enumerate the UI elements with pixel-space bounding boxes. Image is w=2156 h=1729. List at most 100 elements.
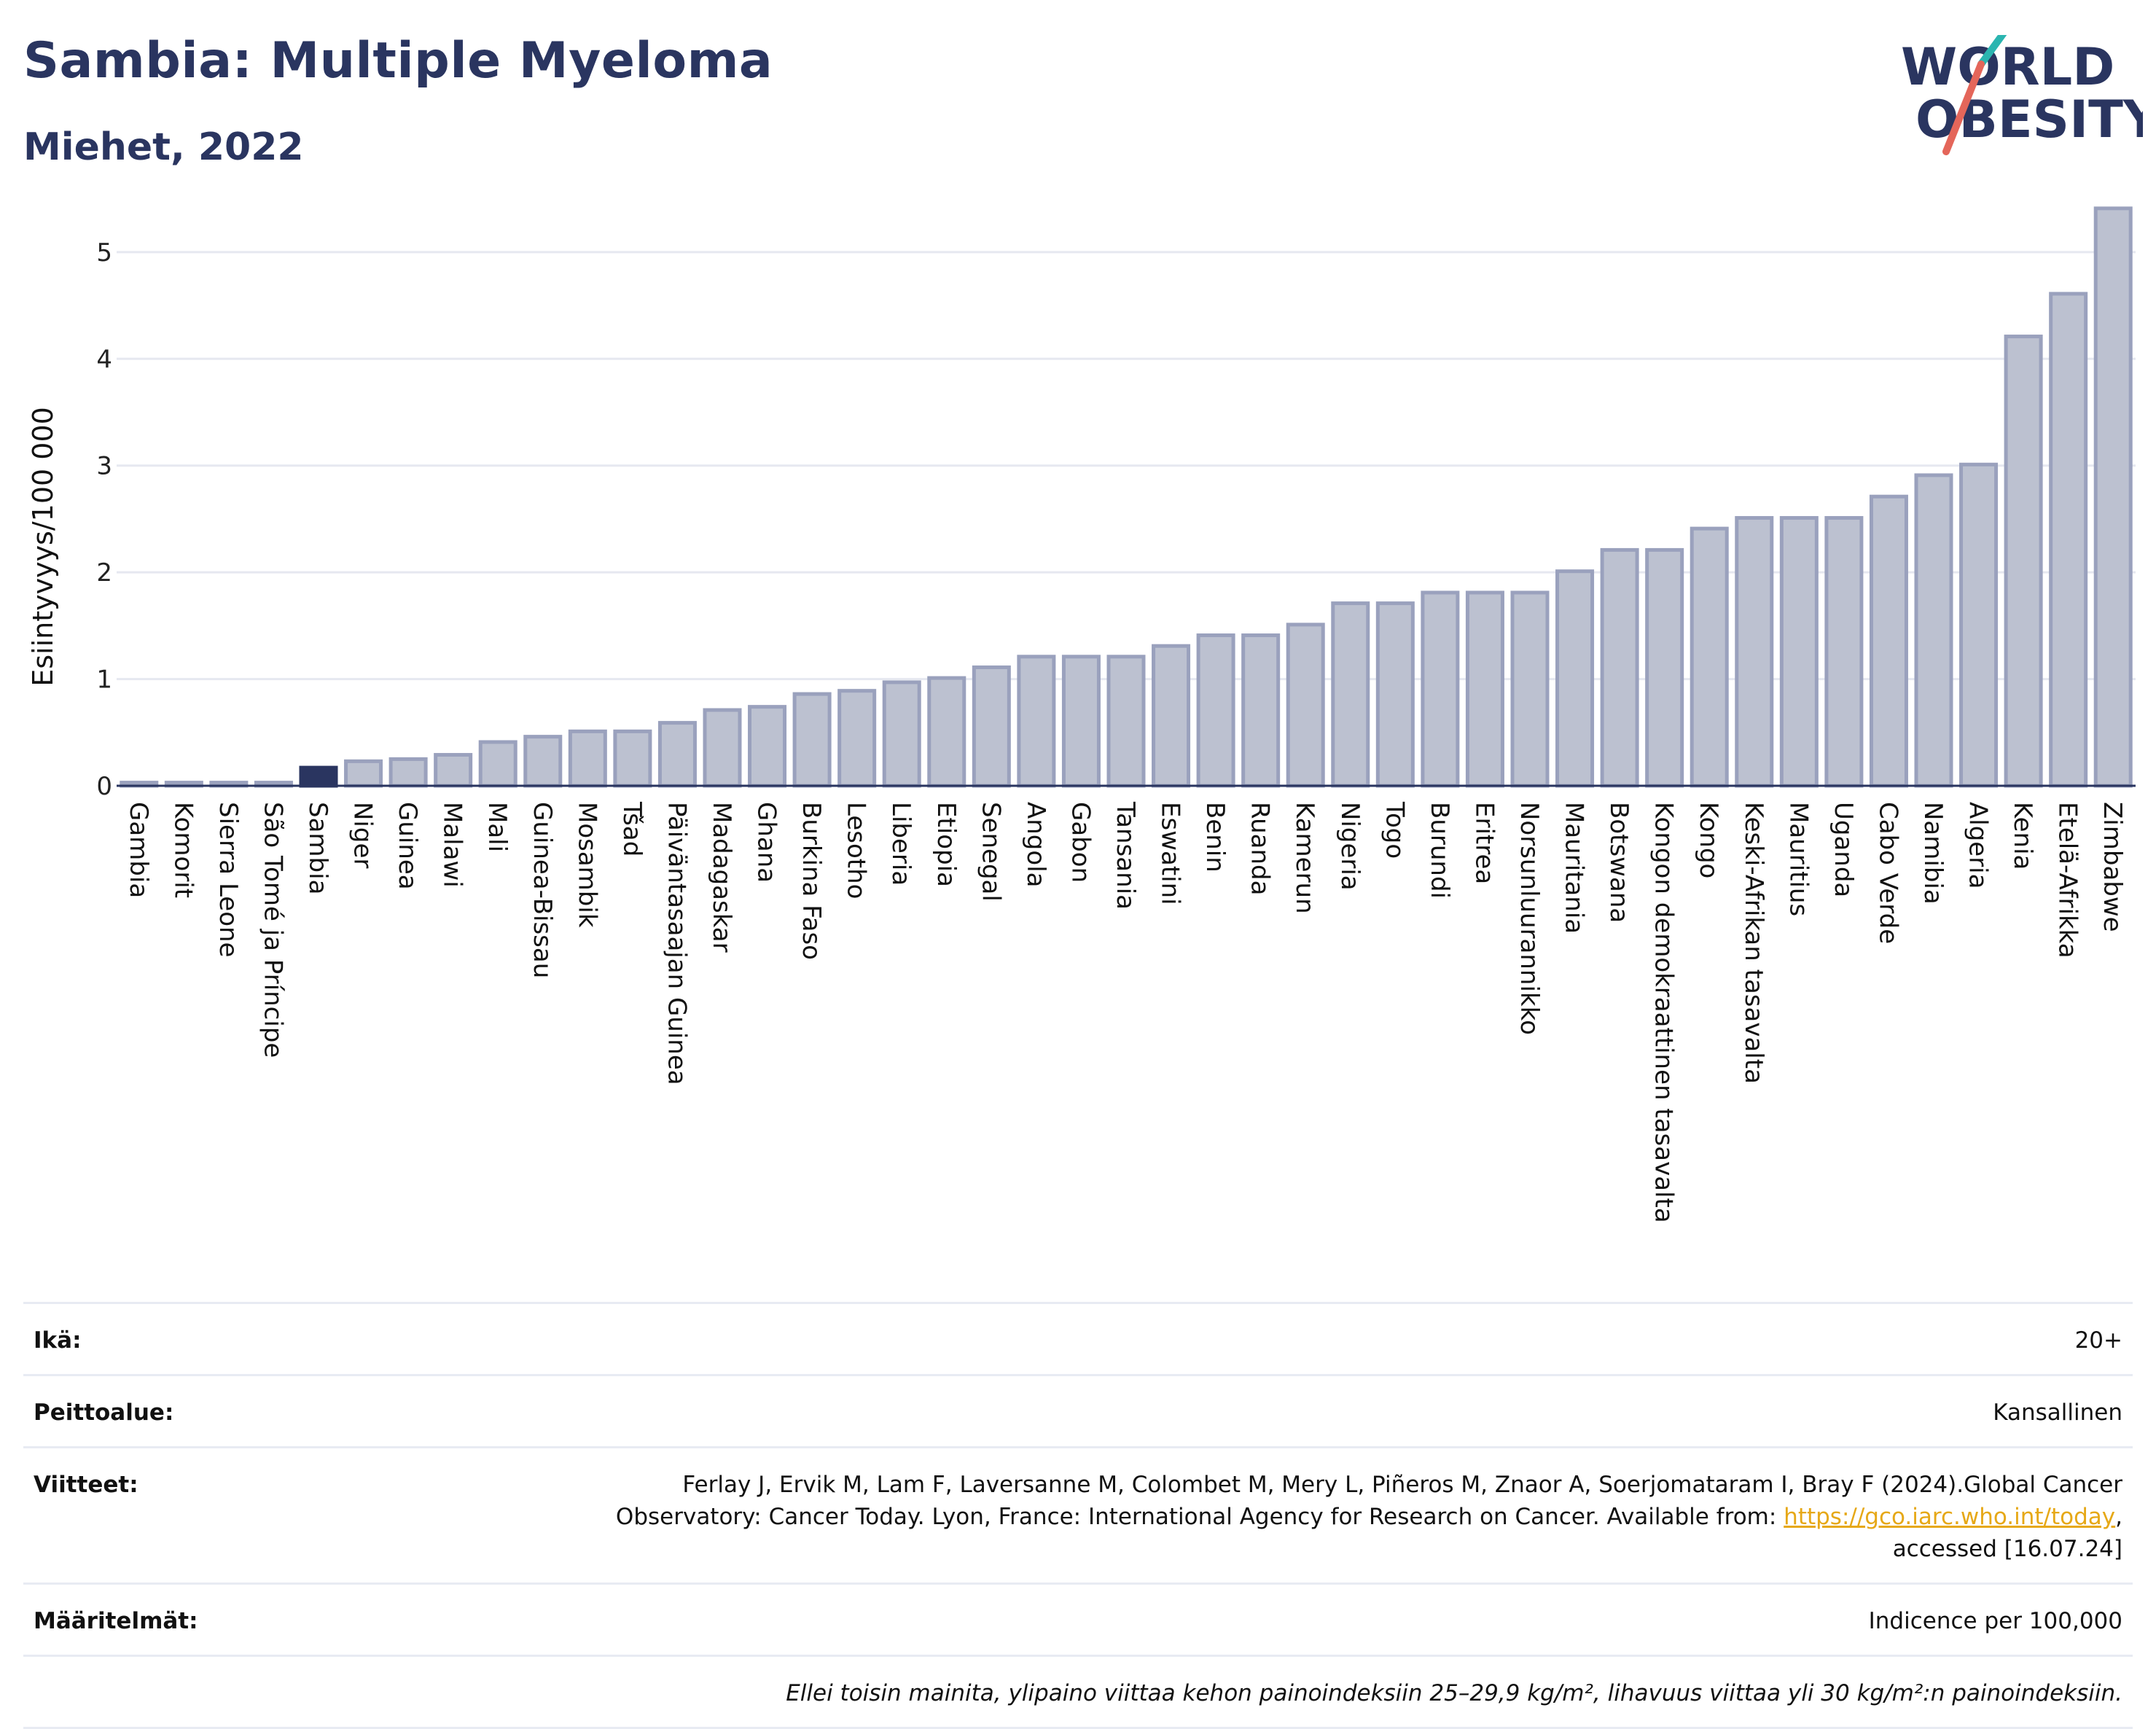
references-value: Ferlay J, Ervik M, Lam F, Laversanne M, … <box>616 1469 2122 1565</box>
x-tick-label: Ruanda <box>1246 802 1275 895</box>
references-line-2-prefix: Observatory: Cancer Today. Lyon, France:… <box>615 1504 1784 1530</box>
chart-title: Sambia: Multiple Myeloma <box>23 32 773 90</box>
bar-eritrea <box>1465 590 1504 788</box>
x-tick-label: Tšad <box>617 801 647 856</box>
bar-norsunluurannikko <box>1510 590 1550 788</box>
bar-zimbabwe <box>2093 206 2133 788</box>
bar-nigeria <box>1331 601 1370 788</box>
y-tick-label: 1 <box>96 666 112 695</box>
x-tick-label: Etelä-Afrikka <box>2053 802 2082 959</box>
bar-liberia <box>882 680 921 788</box>
x-tick-label: Gambia <box>124 802 153 898</box>
x-tick-label: Lesotho <box>842 802 871 899</box>
x-tick-label: Namibia <box>1918 802 1948 905</box>
x-tick-label: Uganda <box>1829 802 1858 897</box>
bar-sambia <box>299 765 338 788</box>
bar-burundi <box>1421 590 1460 788</box>
bar-chart: 0 1 2 3 4 5 Gambia Komorit Sierra Leone São Tomé… <box>27 206 2136 1223</box>
age-value: 20+ <box>2074 1327 2122 1354</box>
chart-subtitle: Miehet, 2022 <box>23 125 304 169</box>
bar-p-iv-ntasaajan-guinea <box>657 721 697 788</box>
age-label: Ikä: <box>34 1327 82 1354</box>
bar-togo <box>1375 601 1415 788</box>
x-tick-label: Kongo <box>1694 802 1723 878</box>
x-tick-label: Senegal <box>976 802 1005 902</box>
bar-keski-afrikan-tasavalta <box>1735 515 1774 788</box>
bar-uganda <box>1824 515 1864 788</box>
references-line-3: accessed [16.07.24] <box>1892 1536 2122 1562</box>
bar-ghana <box>748 705 787 788</box>
x-tick-label: Ghana <box>752 802 781 883</box>
info-row-definitions: Määritelmät: Indicence per 100,000 <box>23 1582 2133 1655</box>
x-tick-label: Mauritania <box>1560 802 1589 934</box>
bar-benin <box>1196 633 1235 788</box>
bar-mauritania <box>1555 569 1595 788</box>
logo-slash-bottom <box>1942 61 1985 155</box>
x-tick-label: Gabon <box>1066 802 1095 883</box>
x-tick-label: Liberia <box>886 802 915 886</box>
info-row-age: Ikä: 20+ <box>23 1302 2133 1374</box>
bar-etiopia <box>927 676 966 788</box>
coverage-value: Kansallinen <box>1993 1400 2122 1426</box>
x-tick-label: Mali <box>483 802 512 852</box>
bar-mosambik <box>568 729 607 788</box>
coverage-label: Peittoalue: <box>34 1400 174 1426</box>
x-tick-label: Norsunluurannikko <box>1515 802 1544 1035</box>
x-tick-label: Kenia <box>2008 802 2037 870</box>
definitions-value: Indicence per 100,000 <box>1868 1608 2122 1634</box>
x-tick-label: São Tomé ja Príncipe <box>258 802 287 1058</box>
x-tick-label: Etiopia <box>931 802 961 887</box>
y-tick-label: 0 <box>96 772 112 801</box>
references-label: Viitteet: <box>34 1472 138 1498</box>
x-tick-label: Päiväntasaajan Guinea <box>662 802 691 1085</box>
bar-botswana <box>1600 547 1639 788</box>
x-tick-label: Benin <box>1200 802 1230 873</box>
x-tick-label: Guinea-Bissau <box>528 802 557 978</box>
x-tick-label: Eswatini <box>1156 802 1185 905</box>
footnote: Ellei toisin mainita, ylipaino viittaa k… <box>786 1680 2122 1706</box>
bar-gabon <box>1061 655 1101 788</box>
x-tick-label: Keski-Afrikan tasavalta <box>1739 802 1768 1084</box>
x-tick-label: Nigeria <box>1335 802 1364 891</box>
y-tick-label: 2 <box>96 558 112 588</box>
references-line-2-suffix: , <box>2115 1504 2122 1530</box>
logo-slash-top <box>1977 35 2007 68</box>
x-tick-label: Niger <box>348 802 378 868</box>
info-row-references: Viitteet: Ferlay J, Ervik M, Lam F, Lave… <box>23 1446 2133 1582</box>
bar-guinea <box>388 757 428 788</box>
bar-niger <box>344 759 383 788</box>
bar-angola <box>1017 655 1056 788</box>
x-tick-label: Sierra Leone <box>214 802 243 957</box>
definitions-label: Määritelmät: <box>34 1608 198 1634</box>
x-tick-label: Angola <box>1021 802 1050 887</box>
bar-kamerun <box>1286 622 1325 788</box>
bar-guinea-bissau <box>523 735 563 788</box>
bar-kongon-demokraattinen-tasavalta <box>1645 547 1684 788</box>
bar-algeria <box>1959 462 1999 788</box>
bar-burkina-faso <box>792 692 832 788</box>
bar-etel-afrikka <box>2049 292 2088 788</box>
x-tick-label: Eritrea <box>1469 802 1499 884</box>
x-tick-label: Malawi <box>438 802 467 888</box>
world-obesity-logo: WORLD OBESITY <box>1901 35 2143 155</box>
x-tick-label: Kongon demokraattinen tasavalta <box>1649 802 1679 1223</box>
bar-mali <box>478 740 517 788</box>
y-tick-label: 5 <box>96 238 112 268</box>
references-link[interactable]: https://gco.iarc.who.int/today <box>1784 1504 2116 1530</box>
x-tick-label: Burkina Faso <box>797 802 826 960</box>
references-line-1: Ferlay J, Ervik M, Lam F, Laversanne M, … <box>682 1472 2122 1498</box>
x-tick-label: Madagaskar <box>707 802 736 953</box>
x-tick-label: Botswana <box>1604 802 1633 923</box>
x-tick-label: Cabo Verde <box>1873 802 1902 944</box>
info-row-coverage: Peittoalue: Kansallinen <box>23 1374 2133 1446</box>
y-axis-label: Esiintyvyys/100 000 <box>27 407 59 687</box>
x-tick-label: Mauritius <box>1784 802 1813 916</box>
bar-kongo <box>1690 526 1729 788</box>
x-axis-labels: Gambia Komorit Sierra Leone São Tomé ja Prí… <box>124 801 2127 1223</box>
bars <box>120 206 2133 788</box>
info-table: Ikä: 20+ Peittoalue: Kansallinen Viittee… <box>23 1302 2133 1729</box>
bar-ruanda <box>1241 633 1281 788</box>
x-tick-label: Mosambik <box>572 802 601 928</box>
bar-tansania <box>1106 655 1146 788</box>
bar-cabo-verde <box>1869 494 1908 788</box>
